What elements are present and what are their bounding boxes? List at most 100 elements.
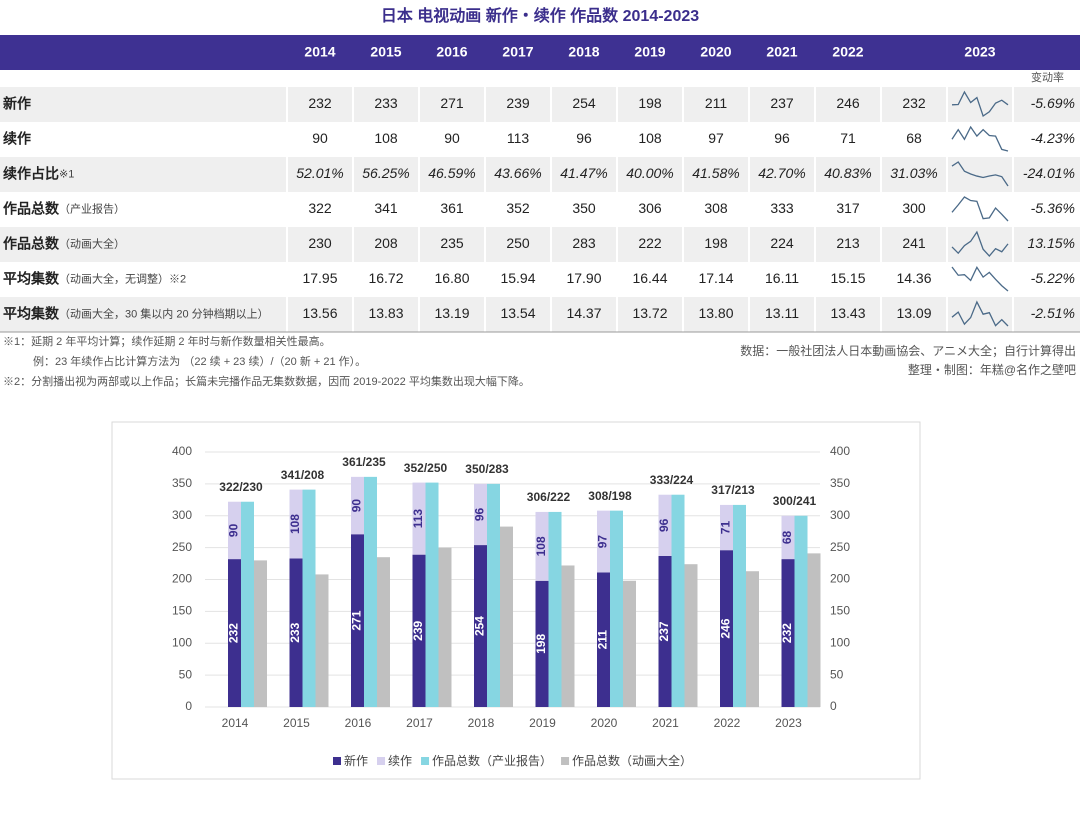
bar — [351, 534, 364, 707]
table-cell: 13.43 — [830, 305, 865, 321]
source-note: 数据：一般社团法人日本動画協会、アニメ大全；自行计算得出 — [740, 343, 1076, 358]
bar — [684, 564, 698, 707]
header-year: 2021 — [766, 44, 797, 60]
bar-value-label: 113 — [411, 509, 425, 529]
row-label: 作品总数（产业报告） — [3, 200, 125, 216]
y-tick-label: 400 — [172, 444, 192, 458]
bar-value-label: 71 — [719, 521, 733, 535]
bar — [781, 559, 795, 707]
legend-swatch — [561, 757, 570, 765]
table-cell: 16.80 — [434, 270, 469, 286]
table-cell: 14.36 — [896, 270, 931, 286]
bar — [794, 515, 808, 707]
bar — [302, 489, 316, 707]
bar — [474, 545, 487, 707]
table-cell: 13.56 — [302, 305, 337, 321]
table-cell: 308 — [704, 200, 728, 216]
sparkline — [951, 161, 1009, 187]
y2-tick-label: 0 — [830, 699, 837, 713]
table-cell: 42.70% — [758, 165, 805, 181]
table-cell: 17.90 — [566, 270, 601, 286]
table-cell: 250 — [506, 235, 530, 251]
bar — [623, 580, 636, 707]
bar — [351, 476, 364, 535]
table-cell: 13.09 — [896, 305, 931, 321]
table-cell: 198 — [638, 95, 662, 111]
table-cell: 56.25% — [362, 165, 409, 181]
bar-value-label: 239 — [411, 620, 425, 640]
change-cell: -2.51% — [1031, 305, 1075, 321]
y-tick-label: 0 — [185, 699, 192, 713]
table-cell: 13.11 — [765, 305, 799, 321]
page-title: 日本 电视动画 新作・续作 作品数 2014-2023 — [381, 6, 699, 25]
x-tick-label: 2014 — [222, 716, 249, 730]
table-cell: 43.66% — [494, 165, 541, 181]
x-tick-label: 2016 — [345, 716, 372, 730]
bar — [315, 574, 329, 707]
bar — [500, 526, 513, 707]
row-label: 平均集数（动画大全，30 集以内 20 分钟档期以上） — [3, 305, 269, 321]
table-cell: 350 — [572, 200, 596, 216]
legend-label: 新作 — [344, 753, 368, 768]
row-label-main: 续作占比 — [3, 165, 59, 181]
row-label-note: （动画大全） — [59, 236, 125, 250]
bar — [535, 511, 549, 581]
x-tick-label: 2022 — [714, 716, 741, 730]
bar — [228, 559, 241, 707]
bar-value-label: 90 — [227, 523, 241, 537]
y2-tick-label: 350 — [830, 476, 850, 490]
table-cell: 108 — [638, 130, 662, 146]
legend-label: 作品总数（动画大全） — [572, 753, 692, 768]
table-cell: 15.94 — [500, 270, 535, 286]
bar-value-label: 232 — [780, 623, 794, 643]
table-cell: 239 — [506, 95, 530, 111]
table-cell: 235 — [440, 235, 464, 251]
y2-tick-label: 100 — [830, 635, 850, 649]
table-cell: 317 — [836, 200, 860, 216]
header-year: 2018 — [568, 44, 599, 60]
x-tick-label: 2019 — [529, 716, 556, 730]
table-cell: 68 — [906, 130, 922, 146]
footnote: ※1：延期 2 年平均计算；续作延期 2 年时与新作数量相关性最高。 — [3, 334, 331, 348]
row-band — [0, 297, 1080, 332]
bar-value-label: 97 — [596, 535, 610, 549]
bar — [474, 483, 487, 546]
bar-value-label: 68 — [780, 530, 794, 544]
change-cell: 13.15% — [1028, 235, 1075, 251]
y-tick-label: 350 — [172, 476, 192, 490]
legend-swatch — [333, 757, 341, 765]
footnote: 例：23 年续作占比计算方法为 （22 续 + 23 续）/（20 新 + 21… — [33, 354, 366, 368]
sparkline — [951, 230, 1009, 257]
bar-value-label: 271 — [350, 610, 364, 630]
table-cell: 246 — [836, 95, 860, 111]
table-cell: 13.54 — [500, 305, 535, 321]
row-label-main: 作品总数 — [3, 235, 60, 251]
y2-tick-label: 250 — [830, 540, 850, 554]
y-tick-label: 150 — [172, 604, 192, 618]
bar-top-label: 322/230 — [219, 480, 263, 494]
table-cell: 241 — [902, 235, 926, 251]
x-tick-label: 2021 — [652, 716, 679, 730]
table-cell: 233 — [374, 95, 398, 111]
table-cell: 113 — [507, 130, 530, 146]
x-tick-label: 2018 — [468, 716, 495, 730]
footnote: ※2：分割播出视为两部或以上作品；长篇未完播作品无集数数据，因而 2019-20… — [3, 374, 530, 388]
table-cell: 40.00% — [626, 165, 673, 181]
table-cell: 271 — [440, 95, 464, 111]
bar — [807, 553, 821, 707]
y-tick-label: 50 — [179, 667, 193, 681]
table-cell: 13.83 — [368, 305, 403, 321]
x-tick-label: 2017 — [406, 716, 433, 730]
header-year: 2020 — [700, 44, 731, 60]
bar-top-label: 306/222 — [527, 490, 571, 504]
bar — [377, 557, 390, 707]
legend-label: 续作 — [388, 754, 412, 768]
bar — [561, 565, 575, 707]
table-cell: 41.47% — [560, 165, 607, 181]
table-cell: 213 — [836, 235, 860, 251]
table-cell: 198 — [704, 235, 728, 251]
bar — [746, 571, 759, 707]
change-header: 变动率 — [1031, 70, 1064, 84]
row-label-note: （动画大全，无调整）※2 — [59, 271, 186, 285]
row-label-note: ※1 — [59, 168, 74, 180]
